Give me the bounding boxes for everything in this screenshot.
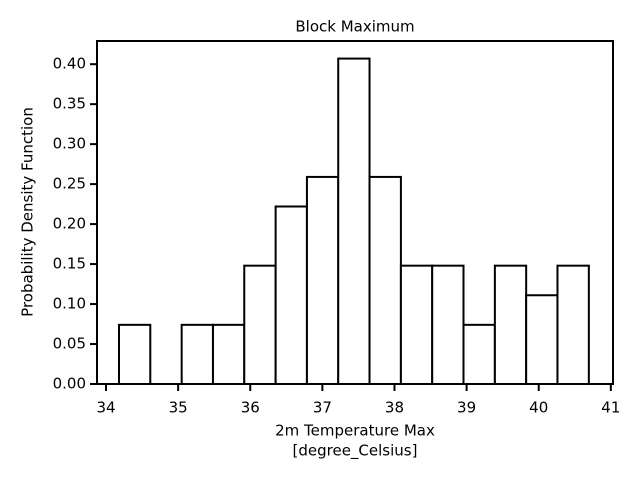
bar [274, 205, 308, 385]
x-tick-label: 35 [169, 399, 188, 417]
bar [556, 264, 590, 386]
bar [399, 264, 434, 386]
y-tick-label: 0.15 [53, 255, 86, 273]
bar [368, 175, 402, 385]
bar [243, 264, 277, 386]
bar [180, 323, 214, 386]
y-tick-label: 0.20 [53, 215, 86, 233]
bar [117, 323, 152, 386]
x-axis-label: 2m Temperature Max [275, 422, 435, 440]
bar [211, 323, 246, 386]
chart-title: Block Maximum [295, 18, 414, 36]
y-tick-label: 0.05 [53, 335, 86, 353]
x-axis-label: [degree_Celsius] [293, 442, 418, 461]
x-tick-label: 40 [529, 399, 548, 417]
x-tick-label: 36 [241, 399, 260, 417]
y-tick-label: 0.25 [53, 175, 86, 193]
x-tick-label: 37 [313, 399, 332, 417]
bar [337, 57, 371, 385]
x-tick-label: 38 [385, 399, 404, 417]
bar [493, 264, 528, 386]
x-tick-label: 39 [457, 399, 476, 417]
bar [305, 175, 340, 385]
y-tick-label: 0.30 [53, 135, 86, 153]
y-axis-label: Probability Density Function [19, 107, 37, 317]
y-tick-label: 0.35 [53, 95, 86, 113]
x-tick-label: 34 [96, 399, 115, 417]
y-tick-label: 0.40 [53, 55, 86, 73]
y-tick-label: 0.00 [53, 375, 86, 393]
plot-frame [96, 40, 614, 385]
x-tick-label: 41 [601, 399, 620, 417]
bar [431, 264, 465, 386]
y-tick-label: 0.10 [53, 295, 86, 313]
bar [462, 323, 496, 386]
bar [525, 294, 559, 385]
